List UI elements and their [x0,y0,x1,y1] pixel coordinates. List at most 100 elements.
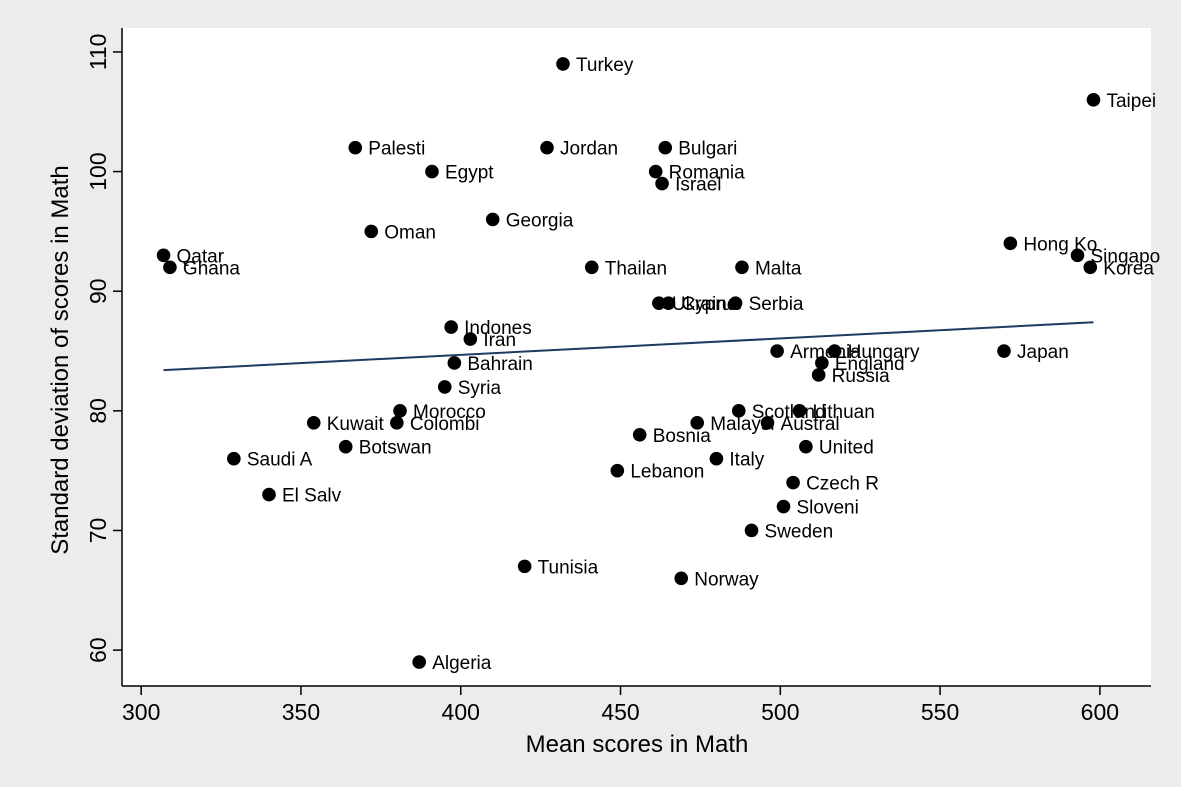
point-label: Qatar [177,246,225,267]
point-label: Oman [384,222,436,243]
point-label: Kuwait [327,414,385,435]
plot-background [122,28,1151,686]
point-label: Israel [675,175,721,196]
x-tick-label: 550 [921,699,959,725]
axes: 300 350 400 450 500 550 600 60 70 80 90 100 110 [85,28,1151,725]
scatter-point [262,487,276,502]
scatter-point [776,499,791,514]
scatter-point [1070,248,1085,263]
point-label: Hungary [848,342,920,363]
scatter-point [412,655,426,669]
scatter-point [709,451,724,466]
y-tick-label: 70 [85,518,111,544]
point-label: El Salv [282,486,342,507]
point-label: United [819,438,874,459]
scatter-point [463,332,478,346]
fit-line [163,321,1094,372]
point-label: England [835,354,905,375]
x-tick-label: 600 [1081,699,1119,725]
point-label: Palesti [368,139,425,160]
scatter-point [658,140,673,155]
point-label: Jordan [560,139,618,160]
fit-line-layer [163,321,1094,372]
point-label: Armenia [790,342,861,363]
scatter-point [997,344,1011,358]
scatter-point [437,380,452,394]
point-label: Lithuan [812,402,874,423]
scatter-point [540,140,554,155]
point-label: Cyprus [681,294,741,315]
scatter-point [652,296,666,310]
x-tick-label: 500 [761,699,799,725]
scatter-point [690,416,705,430]
scatter-point [156,248,171,263]
point-label: Ghana [183,258,240,279]
scatter-point [760,416,775,430]
scatter-point [792,404,807,418]
scatter-point [744,523,759,538]
scatter-point [425,164,439,179]
point-label: Russia [832,366,891,387]
scatter-point [227,451,241,466]
point-label: Georgia [506,210,574,231]
scatter-point [485,212,500,227]
scatter-point [610,463,625,478]
scatter-point [827,344,842,358]
scatter-point [815,356,829,370]
point-label: Japan [1017,342,1069,363]
x-axis-title: Mean scores in Math [526,731,749,758]
y-tick-label: 80 [85,398,111,424]
y-tick-label: 100 [85,152,111,190]
point-label: Algeria [432,653,492,674]
scatter-point [338,439,353,454]
point-label: Ukraine [672,294,737,315]
y-tick-label: 60 [85,637,111,663]
point-label: Norway [694,569,759,590]
point-label: Romania [669,163,745,184]
y-tick-label: 110 [85,34,111,71]
scatter-point [1003,236,1018,251]
y-tick-label: 90 [85,278,111,304]
scatter-point [444,320,458,334]
y-axis-title: Standard deviation of scores in Math [47,165,74,555]
scatter-point [1083,260,1098,275]
point-label: Serbia [749,294,804,315]
x-tick-label: 450 [601,699,639,725]
x-tick-label: 300 [122,699,160,725]
scatter-point [731,404,746,418]
point-label: Czech R [806,474,879,495]
scatter-point [306,416,321,430]
point-label: Lebanon [630,462,704,483]
point-label: Bosnia [653,426,712,447]
scatter-point [674,571,689,586]
scatter-point [661,296,676,310]
scatter-point [163,260,177,275]
point-label: Sweden [765,521,834,542]
point-label: Turkey [576,55,634,76]
x-tick-label: 350 [282,699,320,725]
point-label: Malta [755,258,802,279]
scatter-point [517,559,532,574]
point-label: Bahrain [467,354,533,375]
point-label: Saudi A [247,450,313,471]
scatter-point [735,260,749,275]
scatter-point [648,164,663,179]
point-label: Singapo [1091,246,1161,267]
scatter-point [393,404,407,418]
point-label: Bulgari [678,139,737,160]
scatter-point [447,356,462,370]
scatter-point [655,176,669,191]
point-label: Italy [729,450,764,471]
scatter-point [364,224,379,239]
point-label: Sloveni [797,498,859,519]
point-label: Egypt [445,163,494,184]
scatter-point [1086,92,1101,107]
scatter-point [556,57,570,71]
scatter-point [348,140,363,155]
point-label: Taipei [1106,91,1156,112]
points-layer: Turkey Taipei Palesti Jordan Bulgari Egypt Rom… [156,55,1161,674]
scatter-point [728,296,743,310]
scatter-point [584,260,599,275]
